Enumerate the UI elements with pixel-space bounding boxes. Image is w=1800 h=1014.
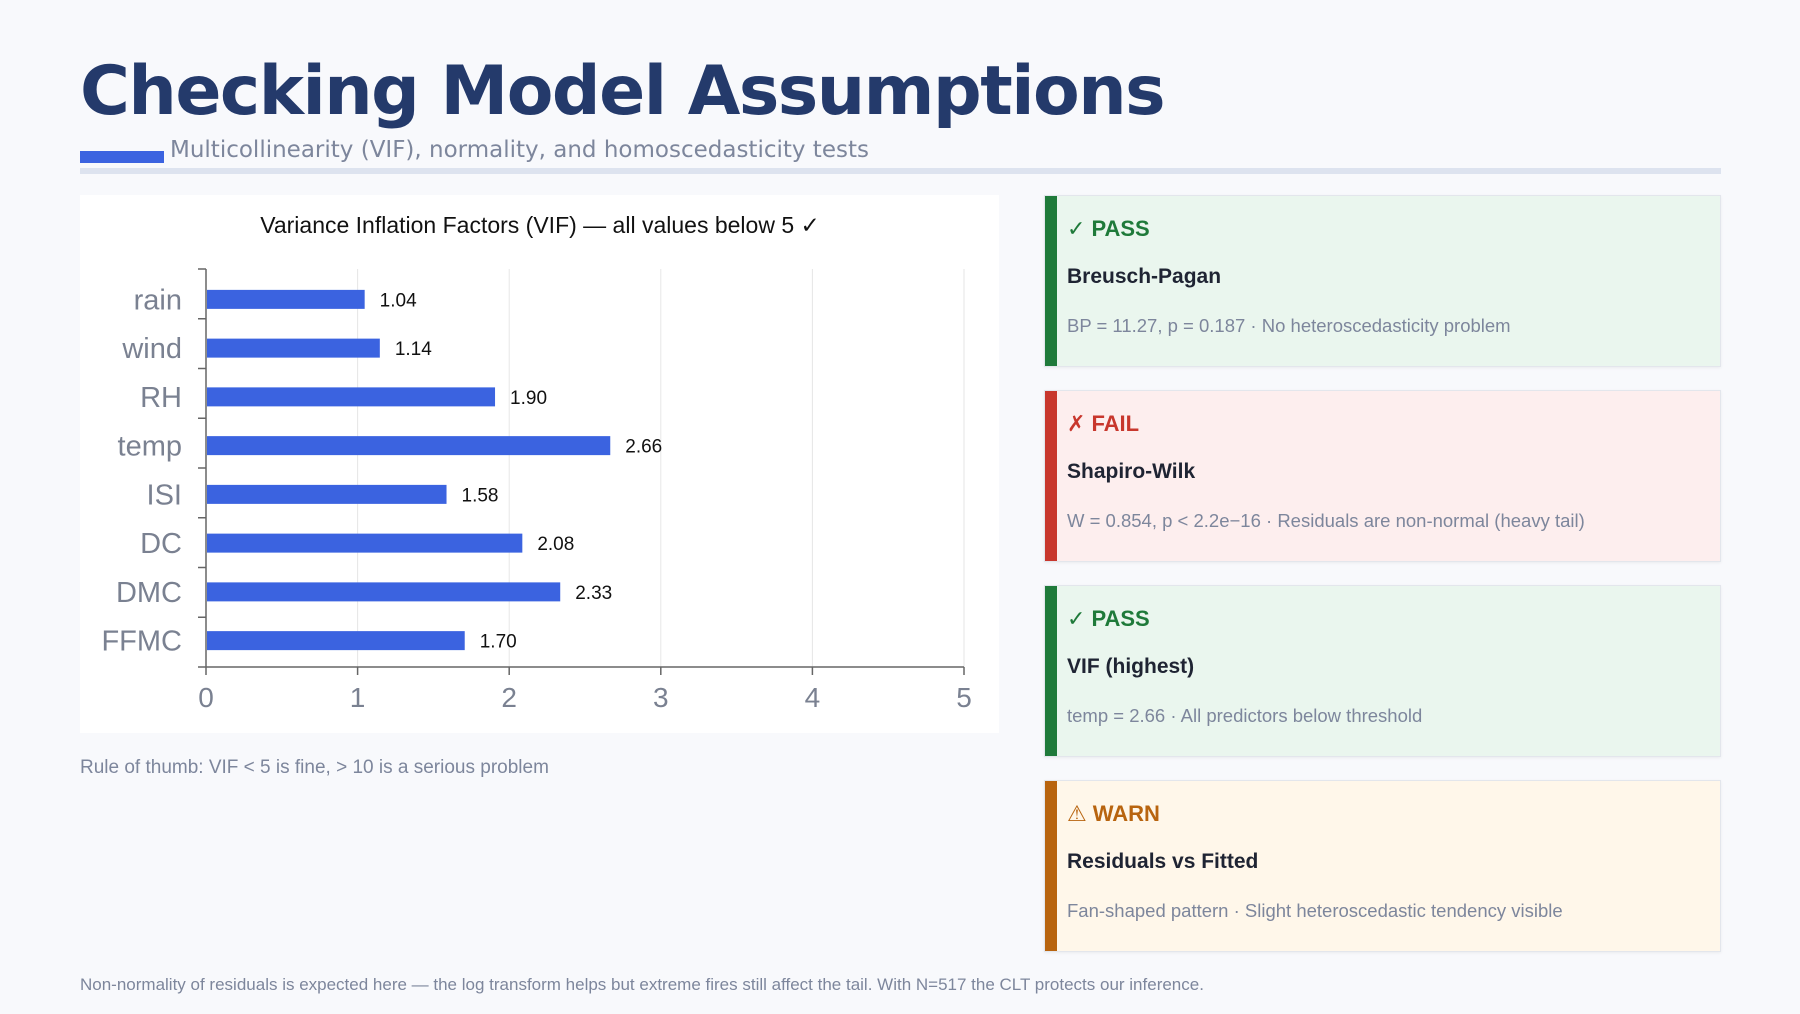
x-tick-label: 5	[956, 682, 972, 713]
page-title: Checking Model Assumptions	[80, 52, 1166, 131]
value-label: 2.08	[537, 534, 574, 555]
value-label: 1.90	[510, 388, 547, 409]
test-name: VIF (highest)	[1067, 655, 1195, 678]
test-detail: W = 0.854, p < 2.2e−16 · Residuals are n…	[1067, 510, 1585, 531]
bar-wind	[207, 338, 380, 358]
status-stripe	[1045, 586, 1057, 756]
category-label: FFMC	[101, 626, 182, 658]
value-label: 1.70	[480, 632, 517, 653]
cross-icon: ✗	[1067, 411, 1086, 436]
test-detail: temp = 2.66 · All predictors below thres…	[1067, 705, 1423, 726]
x-tick-label: 3	[653, 682, 669, 713]
bar-rain	[207, 289, 365, 309]
status-label: WARN	[1092, 801, 1160, 826]
status-label: PASS	[1091, 216, 1150, 241]
check-icon: ✓	[1067, 216, 1086, 241]
bar-rh	[207, 387, 496, 407]
bar-dc	[207, 533, 523, 553]
status-stripe	[1045, 196, 1057, 366]
bar-ffmc	[207, 631, 465, 651]
test-detail: BP = 11.27, p = 0.187 · No heteroscedast…	[1067, 315, 1511, 336]
value-label: 2.33	[575, 583, 612, 604]
bar-isi	[207, 484, 447, 504]
vif-bar-chart: 0 1 2 3 4 5 rain 1.04 wind 1.14 RH 1.90 temp 2.66 ISI 1…	[101, 212, 972, 713]
bar-dmc	[207, 582, 561, 602]
value-label: 2.66	[625, 437, 662, 458]
category-label: ISI	[147, 479, 182, 511]
category-label: DMC	[116, 577, 182, 609]
status-stripe	[1045, 781, 1057, 951]
check-card-vif-highest: ✓ PASS VIF (highest) temp = 2.66 · All pr…	[1044, 585, 1721, 757]
test-name: Shapiro-Wilk	[1067, 460, 1196, 483]
page-subtitle: Multicollinearity (VIF), normality, and …	[170, 137, 869, 163]
category-label: rain	[134, 284, 182, 316]
title-accent-bar	[80, 151, 164, 163]
x-tick-label: 0	[198, 682, 214, 713]
status-label: PASS	[1091, 606, 1150, 631]
value-label: 1.04	[380, 290, 417, 311]
test-name: Breusch-Pagan	[1067, 265, 1222, 288]
category-label: wind	[121, 333, 182, 365]
check-icon: ✓	[1067, 606, 1086, 631]
vif-rule-note: Rule of thumb: VIF < 5 is fine, > 10 is …	[80, 757, 549, 778]
category-label: RH	[140, 382, 182, 414]
chart-title: Variance Inflation Factors (VIF) — all v…	[260, 212, 820, 238]
check-card-residuals-vs-fitted: ⚠ WARN Residuals vs Fitted Fan-shaped pat…	[1044, 780, 1721, 952]
test-detail: Fan-shaped pattern · Slight heteroscedas…	[1067, 900, 1563, 921]
category-label: DC	[140, 528, 182, 560]
vif-chart-card: 0 1 2 3 4 5 rain 1.04 wind 1.14 RH 1.90 temp 2.66 ISI 1…	[80, 195, 999, 733]
value-label: 1.58	[462, 485, 499, 506]
x-tick-label: 4	[805, 682, 821, 713]
test-name: Residuals vs Fitted	[1067, 850, 1259, 873]
status-badge: ✗ FAIL	[1067, 411, 1139, 437]
status-badge: ⚠ WARN	[1067, 801, 1160, 827]
check-card-breusch-pagan: ✓ PASS Breusch-Pagan BP = 11.27, p = 0.18…	[1044, 195, 1721, 367]
status-label: FAIL	[1091, 411, 1140, 436]
status-badge: ✓ PASS	[1067, 216, 1150, 242]
check-card-shapiro-wilk: ✗ FAIL Shapiro-Wilk W = 0.854, p < 2.2e−1…	[1044, 390, 1721, 562]
warning-icon: ⚠	[1067, 801, 1087, 826]
header-divider	[80, 168, 1721, 174]
category-label: temp	[118, 431, 182, 463]
bar-temp	[207, 436, 611, 456]
status-badge: ✓ PASS	[1067, 606, 1150, 632]
status-stripe	[1045, 391, 1057, 561]
value-label: 1.14	[395, 339, 432, 360]
x-tick-label: 1	[350, 682, 366, 713]
footnote: Non-normality of residuals is expected h…	[80, 975, 1204, 994]
x-tick-label: 2	[501, 682, 517, 713]
